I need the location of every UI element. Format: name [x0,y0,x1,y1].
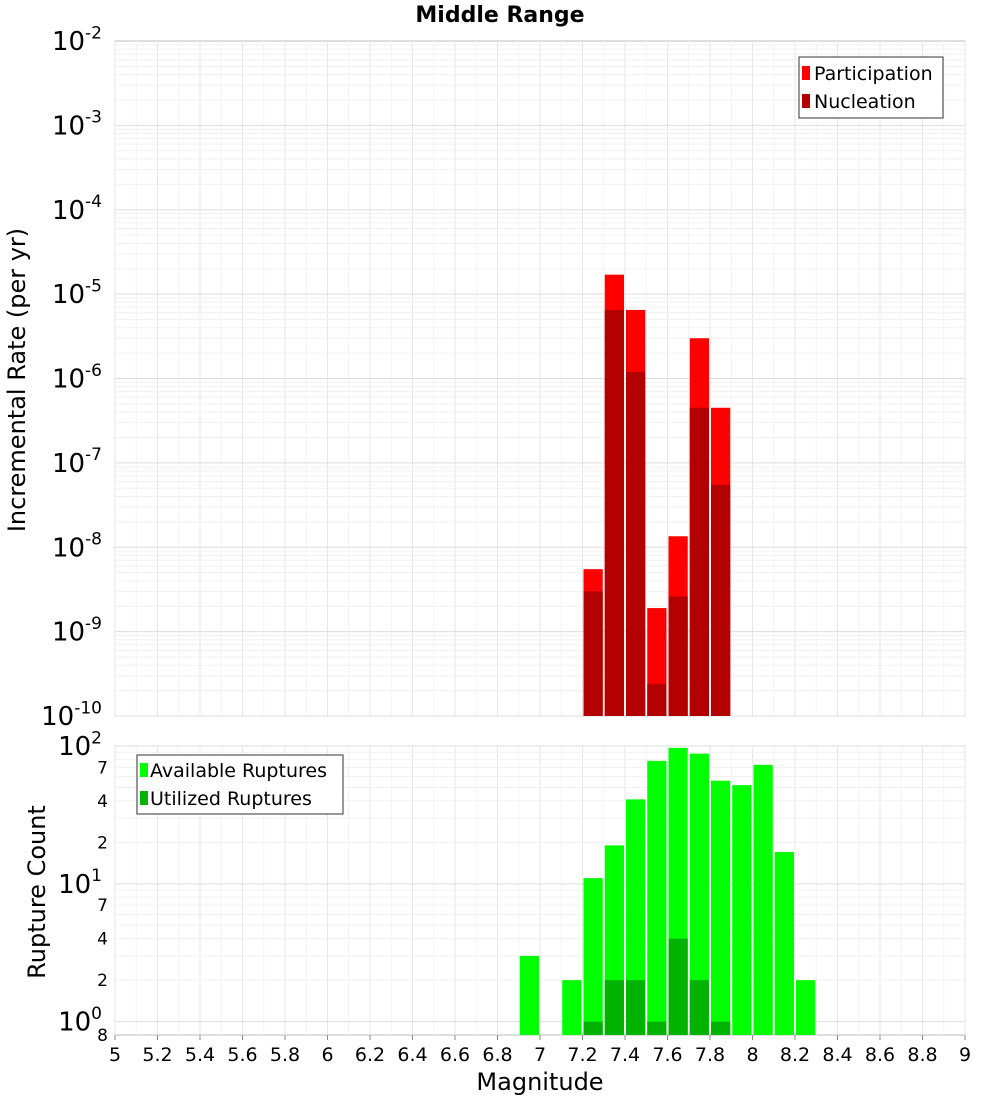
x-tick-label: 5 [109,1044,121,1066]
rate-y-tick-label: 10-6 [52,361,102,395]
utilized-ruptures-bar [604,980,624,1035]
nucleation-bar [668,596,688,716]
participation-legend-swatch [802,66,810,80]
x-tick-label: 6.2 [355,1044,385,1066]
available-ruptures-bar [774,852,794,1035]
x-tick-label: 8.8 [907,1044,937,1066]
x-axis-label: Magnitude [476,1068,603,1096]
count-y-minor-tick-label: 4 [97,930,108,950]
available-ruptures-bar [647,760,667,1035]
x-tick-label: 8.2 [780,1044,810,1066]
count-y-axis-label: Rupture Count [23,805,51,979]
nucleation-bar [604,309,624,716]
x-tick-label: 8 [746,1044,758,1066]
rate-y-ticks: 10-2 10-3 10-4 10-5 10-6 10-7 10-8 10-9 10-10 [41,23,102,732]
count-y-tick-label: 100 [58,1004,102,1038]
x-tick-label: 7.8 [695,1044,725,1066]
rate-y-tick-label: 10-10 [41,698,102,732]
rate-y-axis-label: Incremental Rate (per yr) [3,228,31,532]
nucleation-bar [689,407,709,716]
rate-bars [583,274,731,716]
count-y-minor-tick-label: 2 [97,833,108,853]
rate-y-tick-label: 10-2 [52,23,102,57]
nucleation-bar [583,591,603,716]
x-tick-label: 7.4 [610,1044,640,1066]
rate-y-tick-label: 10-3 [52,108,102,142]
utilized-ruptures-bar [583,1021,603,1035]
utilized-ruptures-bar [711,1021,731,1035]
utilized-ruptures-bar [647,1021,667,1035]
x-tick-label: 8.4 [822,1044,852,1066]
count-bars [519,747,816,1035]
available-ruptures-bar [753,764,773,1035]
nucleation-bar [711,484,731,716]
count-y-minor-tick-label: 7 [97,896,108,916]
count-legend-box [136,754,344,815]
nucleation-legend-label: Nucleation [814,91,916,113]
count-y-tick-label: 101 [58,866,102,900]
chart-title: Middle Range [415,3,584,28]
x-tick-label: 5.2 [142,1044,172,1066]
x-tick-label: 9 [959,1044,971,1066]
x-tick-label: 6 [321,1044,333,1066]
utilized-ruptures-bar [689,980,709,1035]
count-y-ticks: 102 101 100 7 4 2 7 4 2 8 [58,728,108,1046]
available-ruptures-legend-swatch [140,763,148,777]
rate-grid [114,41,966,717]
count-y-minor-tick-label: 4 [97,792,108,812]
count-legend: Available Ruptures Utilized Ruptures [136,754,344,815]
nucleation-legend-swatch [802,94,810,108]
utilized-ruptures-legend-swatch [140,791,148,805]
count-y-tick-label: 102 [58,728,102,762]
x-tick-label: 6.8 [482,1044,512,1066]
available-ruptures-bar [626,799,646,1035]
count-y-minor-tick-label: 8 [97,1026,108,1046]
x-tick-label: 5.8 [270,1044,300,1066]
x-tick-label: 6.4 [397,1044,427,1066]
count-panel: 102 101 100 7 4 2 7 4 2 8 Rupture Count Available… [23,728,966,1046]
available-ruptures-bar [796,980,816,1035]
x-axis-ticks: 5 5.2 5.4 5.6 5.8 6 6.2 6.4 6.6 6.8 7 7.2 7.4 7.6 7.8 8… [109,1035,971,1066]
count-grid [114,745,966,1035]
nucleation-bar [647,683,667,716]
rate-y-tick-label: 10-7 [52,445,102,479]
rate-panel: 10-2 10-3 10-4 10-5 10-6 10-7 10-8 10-9 10-10 In… [3,23,966,732]
participation-legend-label: Participation [814,63,933,85]
available-ruptures-bar [583,878,603,1035]
utilized-ruptures-bar [668,938,688,1035]
x-tick-label: 8.6 [865,1044,895,1066]
x-tick-label: 7 [534,1044,546,1066]
rate-legend-box [798,56,944,119]
utilized-ruptures-bar [626,980,646,1035]
available-ruptures-bar [562,980,582,1035]
rate-y-tick-label: 10-8 [52,530,102,564]
rate-y-tick-label: 10-5 [52,276,102,310]
available-ruptures-bar [711,780,731,1035]
available-ruptures-bar [689,753,709,1035]
nucleation-bar [626,371,646,716]
rate-y-tick-label: 10-9 [52,614,102,648]
x-tick-label: 5.6 [227,1044,257,1066]
rate-y-tick-label: 10-4 [52,192,102,226]
x-tick-label: 7.2 [567,1044,597,1066]
rate-legend: Participation Nucleation [798,56,944,119]
available-ruptures-bar [732,785,752,1035]
x-tick-label: 6.6 [440,1044,470,1066]
x-tick-label: 5.4 [185,1044,215,1066]
count-y-minor-tick-label: 7 [97,758,108,778]
available-ruptures-bar [519,955,539,1035]
x-tick-label: 7.6 [652,1044,682,1066]
utilized-ruptures-legend-label: Utilized Ruptures [150,788,312,810]
available-ruptures-legend-label: Available Ruptures [150,760,327,782]
count-y-minor-tick-label: 2 [97,971,108,991]
